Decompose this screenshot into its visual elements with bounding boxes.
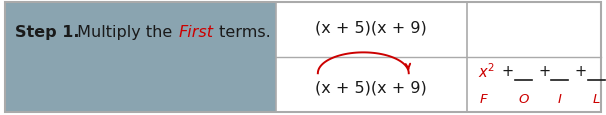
Bar bbox=[467, 3, 601, 112]
Bar bbox=[276, 3, 467, 112]
Text: L: L bbox=[593, 92, 600, 105]
Text: $\mathit{x}^2$: $\mathit{x}^2$ bbox=[478, 62, 494, 81]
Text: +: + bbox=[502, 64, 514, 79]
Bar bbox=[5, 3, 276, 112]
Text: Step 1.: Step 1. bbox=[15, 25, 79, 40]
Text: (x + 5)(x + 9): (x + 5)(x + 9) bbox=[315, 80, 427, 95]
Text: I: I bbox=[558, 92, 562, 105]
Text: +: + bbox=[538, 64, 550, 79]
Text: O: O bbox=[518, 92, 529, 105]
Text: First: First bbox=[179, 25, 214, 40]
Text: +: + bbox=[574, 64, 587, 79]
Text: terms.: terms. bbox=[214, 25, 271, 40]
Text: (x + 5)(x + 9): (x + 5)(x + 9) bbox=[315, 20, 427, 35]
Text: F: F bbox=[479, 92, 487, 105]
Text: Multiply the: Multiply the bbox=[72, 25, 177, 40]
